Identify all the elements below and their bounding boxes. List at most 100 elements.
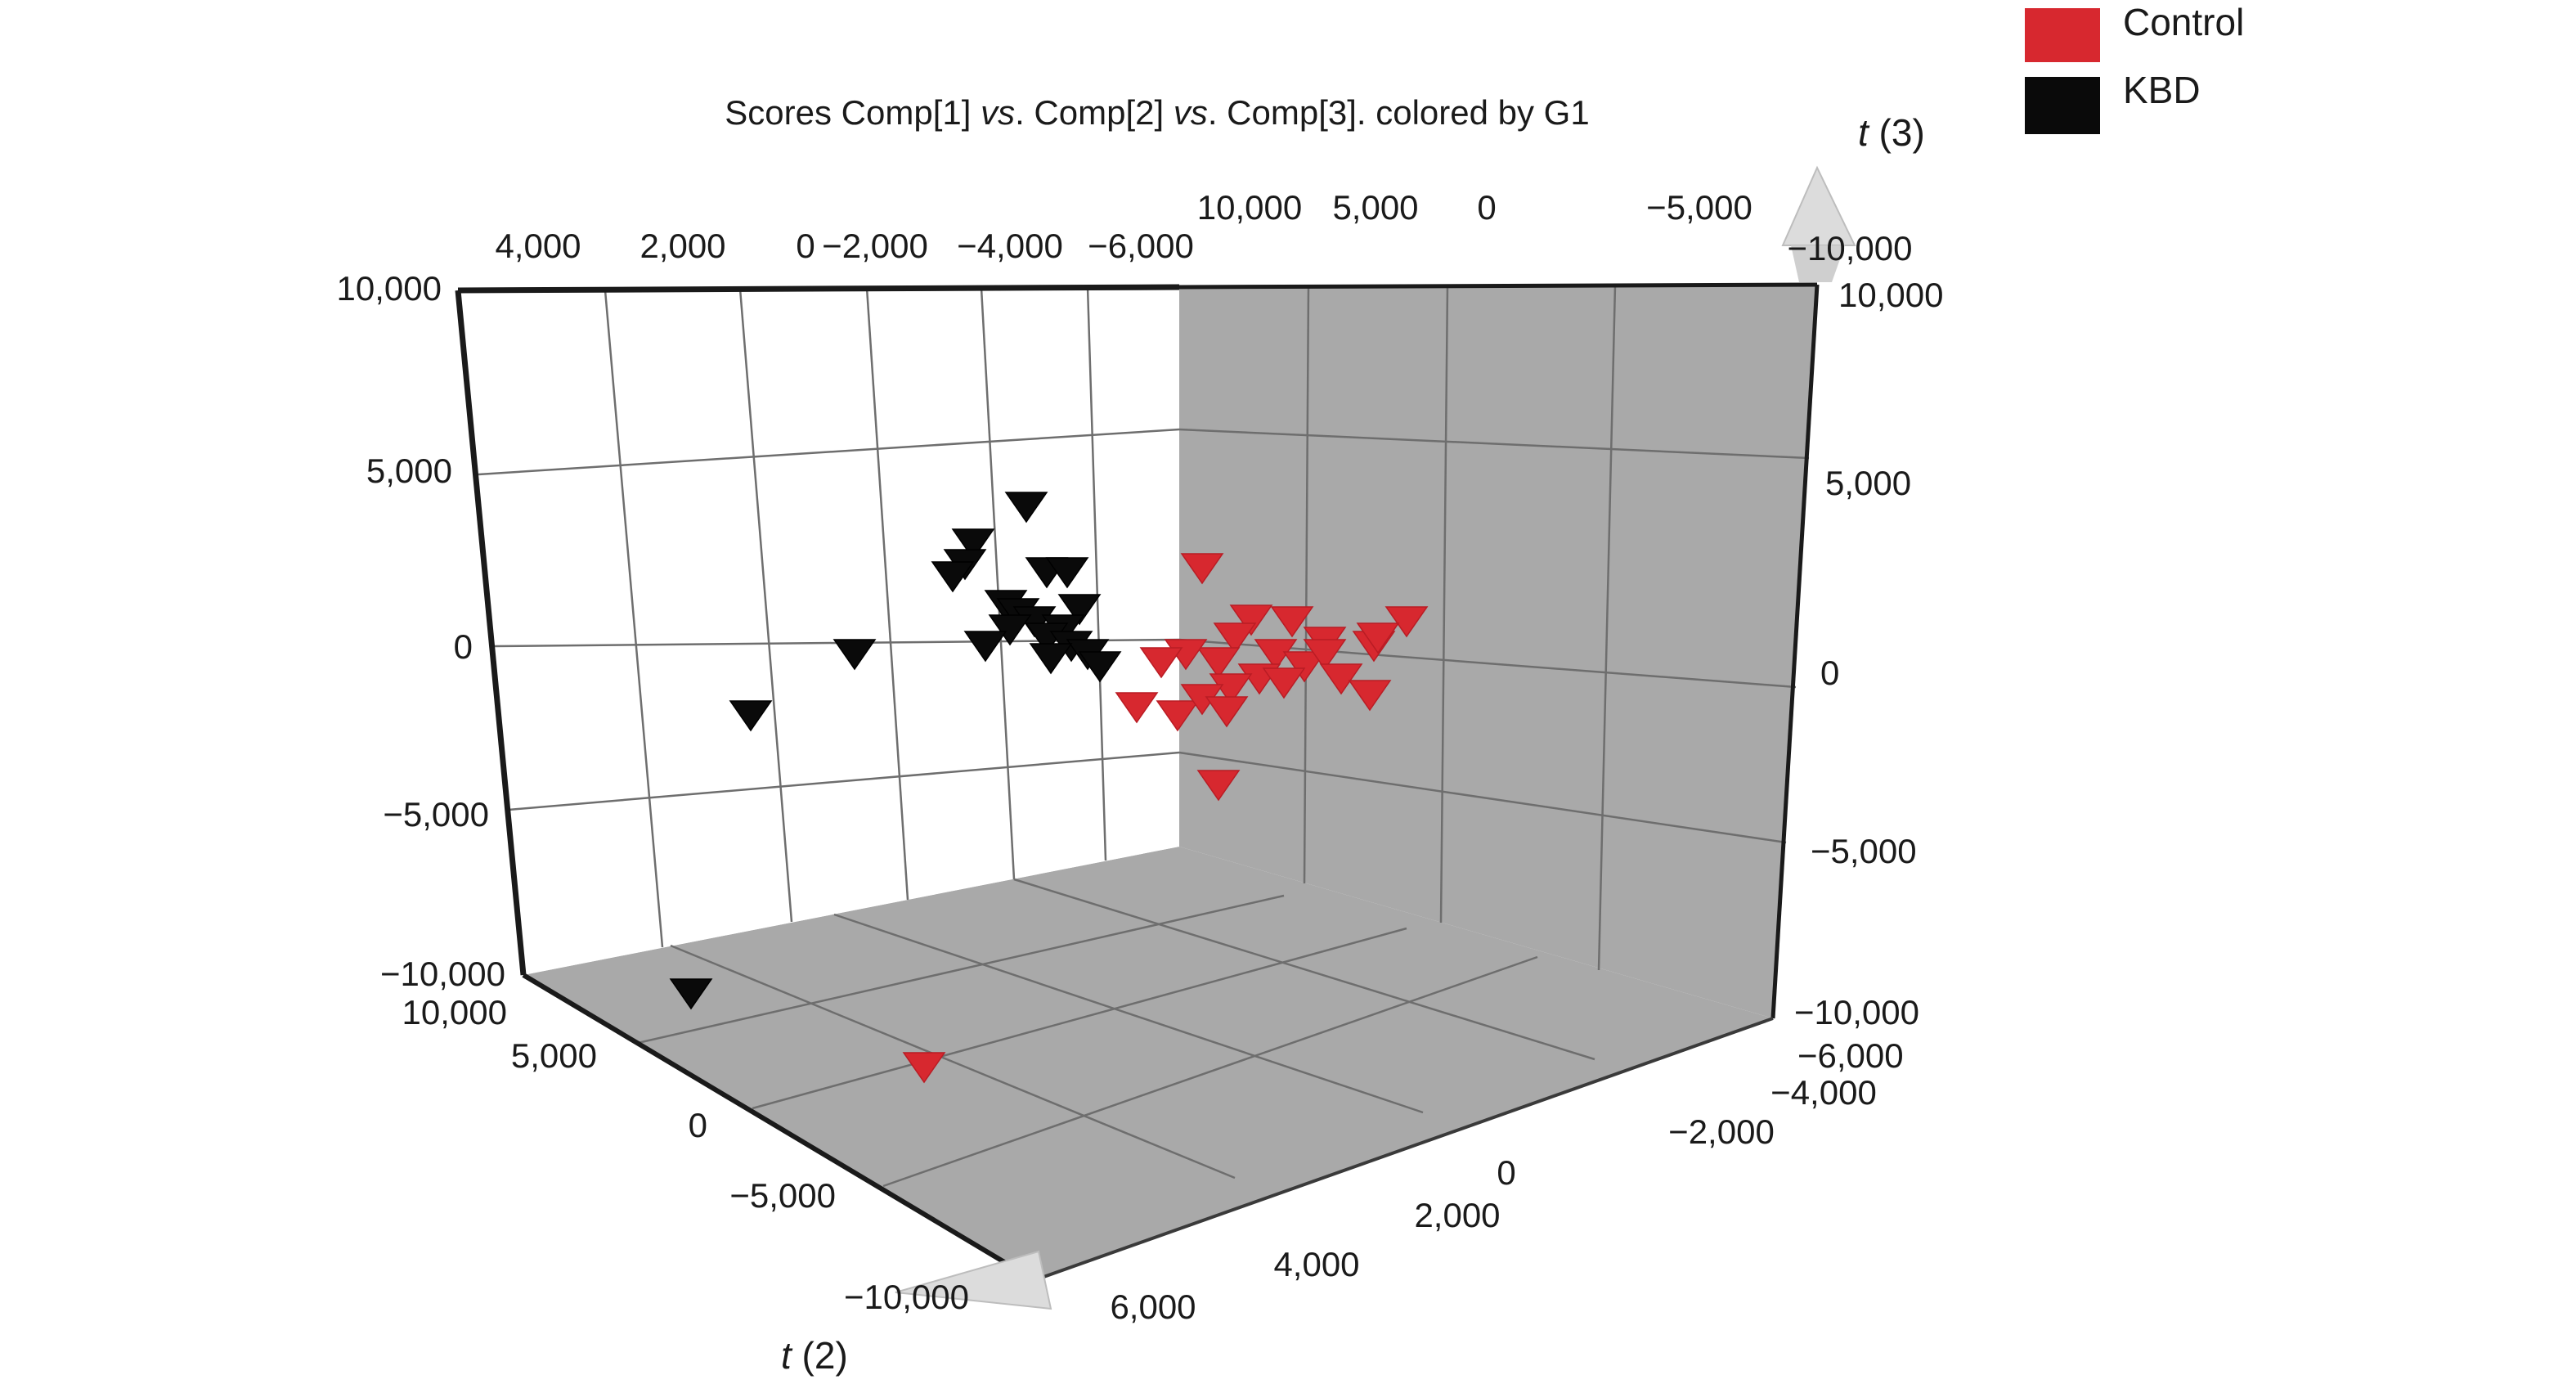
tick-label: 4,000 <box>1273 1245 1359 1283</box>
grid-line <box>882 955 1538 1188</box>
tick-label: −10,000 <box>844 1278 969 1316</box>
tick-label: −10,000 <box>380 955 505 993</box>
point-control <box>1348 680 1392 712</box>
title-part: vs <box>981 93 1015 132</box>
point-kbd <box>951 528 995 560</box>
back-left-wall <box>458 287 1179 975</box>
grid-line <box>478 428 1180 476</box>
tick-label: −2,000 <box>1668 1112 1775 1151</box>
tick-label: −5,000 <box>1811 832 1917 870</box>
grid-line <box>604 290 664 948</box>
point-kbd <box>988 614 1032 646</box>
tick-label: 0 <box>796 227 815 265</box>
point-kbd <box>1004 492 1048 523</box>
tick-label: −5,000 <box>383 795 489 834</box>
tick-label: 0 <box>689 1106 707 1144</box>
point-control <box>1270 606 1314 638</box>
legend-swatch-kbd <box>2025 77 2100 134</box>
point-kbd <box>729 700 773 732</box>
t2-axis-label: t (2) <box>781 1334 848 1377</box>
legend-label-kbd: KBD <box>2123 69 2201 111</box>
legend-label-control: Control <box>2123 1 2244 43</box>
tick-label: −2,000 <box>822 227 928 265</box>
axis-frame <box>455 282 1820 1283</box>
tick-label: −6,000 <box>1088 227 1194 265</box>
legend: Control KBD <box>2025 1 2244 134</box>
tick-label: −10,000 <box>1788 229 1913 267</box>
title-part: . Comp[3]. colored by G1 <box>1208 93 1590 132</box>
grid-line <box>1178 751 1787 844</box>
grid-line <box>1013 878 1595 1061</box>
point-kbd <box>1057 594 1102 626</box>
grid-line <box>865 287 909 901</box>
point-kbd <box>1045 557 1089 589</box>
point-control <box>1282 651 1326 683</box>
point-control <box>1319 663 1363 695</box>
point-control <box>1196 647 1241 679</box>
t3-axis-label: t (3) <box>1858 111 1925 154</box>
point-kbd <box>1078 651 1122 683</box>
grid-line <box>1439 285 1449 923</box>
tick-label: 10,000 <box>1197 188 1302 227</box>
tick-label: 5,000 <box>1332 188 1418 227</box>
grid-line <box>670 944 1236 1180</box>
legend-swatch-control <box>2025 8 2100 62</box>
tick-label: 0 <box>1497 1153 1515 1192</box>
point-kbd <box>963 631 1008 663</box>
tick-label: −4,000 <box>957 227 1063 265</box>
grid-line <box>980 287 1016 880</box>
tick-label: 5,000 <box>1825 464 1911 502</box>
tick-labels: 10,0005,0000−5,000−10,00010,0005,0000−5,… <box>337 188 1944 1326</box>
point-control <box>1209 673 1253 705</box>
tick-label: 10,000 <box>402 993 507 1031</box>
t2-axis-arrow <box>895 1250 1052 1310</box>
point-control <box>1156 700 1200 732</box>
point-control <box>1139 647 1183 679</box>
tick-label: −5,000 <box>729 1176 836 1215</box>
title-part: vs <box>1174 93 1208 132</box>
point-control <box>1384 606 1429 638</box>
point-control <box>1213 622 1257 654</box>
tick-label: 0 <box>1820 654 1839 692</box>
back-right-wall <box>1179 285 1817 1018</box>
point-kbd <box>931 561 975 593</box>
tick-label: 10,000 <box>337 269 442 308</box>
point-control <box>1356 622 1400 654</box>
tick-label: 10,000 <box>1838 276 1943 314</box>
grid-line <box>1303 285 1310 884</box>
point-control <box>1262 667 1306 699</box>
t3-axis-arrow <box>1781 165 1856 282</box>
tick-label: −5,000 <box>1646 188 1752 227</box>
tick-label: 2,000 <box>1414 1196 1500 1234</box>
title-part: . Comp[2] <box>1015 93 1174 132</box>
tick-label: −10,000 <box>1794 993 1919 1031</box>
point-control <box>1115 692 1159 724</box>
point-control <box>1196 770 1241 802</box>
tick-label: 6,000 <box>1110 1287 1196 1326</box>
tick-label: 0 <box>1477 188 1496 227</box>
grid-line <box>1086 286 1107 861</box>
floor-plane <box>523 847 1773 1280</box>
point-kbd <box>1029 643 1073 675</box>
point-kbd <box>832 639 877 671</box>
grid-line <box>1597 285 1617 971</box>
grid-line <box>1178 428 1810 460</box>
point-kbd <box>669 978 713 1010</box>
point-control <box>1180 553 1224 585</box>
point-control <box>1303 639 1347 671</box>
data-points <box>669 492 1429 1084</box>
tick-label: 5,000 <box>511 1036 597 1075</box>
chart-title: Scores Comp[1] vs. Comp[2] vs. Comp[3]. … <box>725 93 1589 132</box>
point-control <box>1229 604 1273 636</box>
point-control <box>902 1052 946 1084</box>
tick-label: 4,000 <box>495 227 581 265</box>
title-part: Scores Comp[1] <box>725 93 981 132</box>
grid-line <box>637 894 1285 1045</box>
point-control <box>1205 696 1249 728</box>
grid-line <box>833 913 1424 1114</box>
tick-label: 2,000 <box>640 227 725 265</box>
tick-label: −6,000 <box>1797 1036 1904 1075</box>
tick-label: −4,000 <box>1770 1073 1877 1112</box>
tick-label: 5,000 <box>366 452 452 490</box>
